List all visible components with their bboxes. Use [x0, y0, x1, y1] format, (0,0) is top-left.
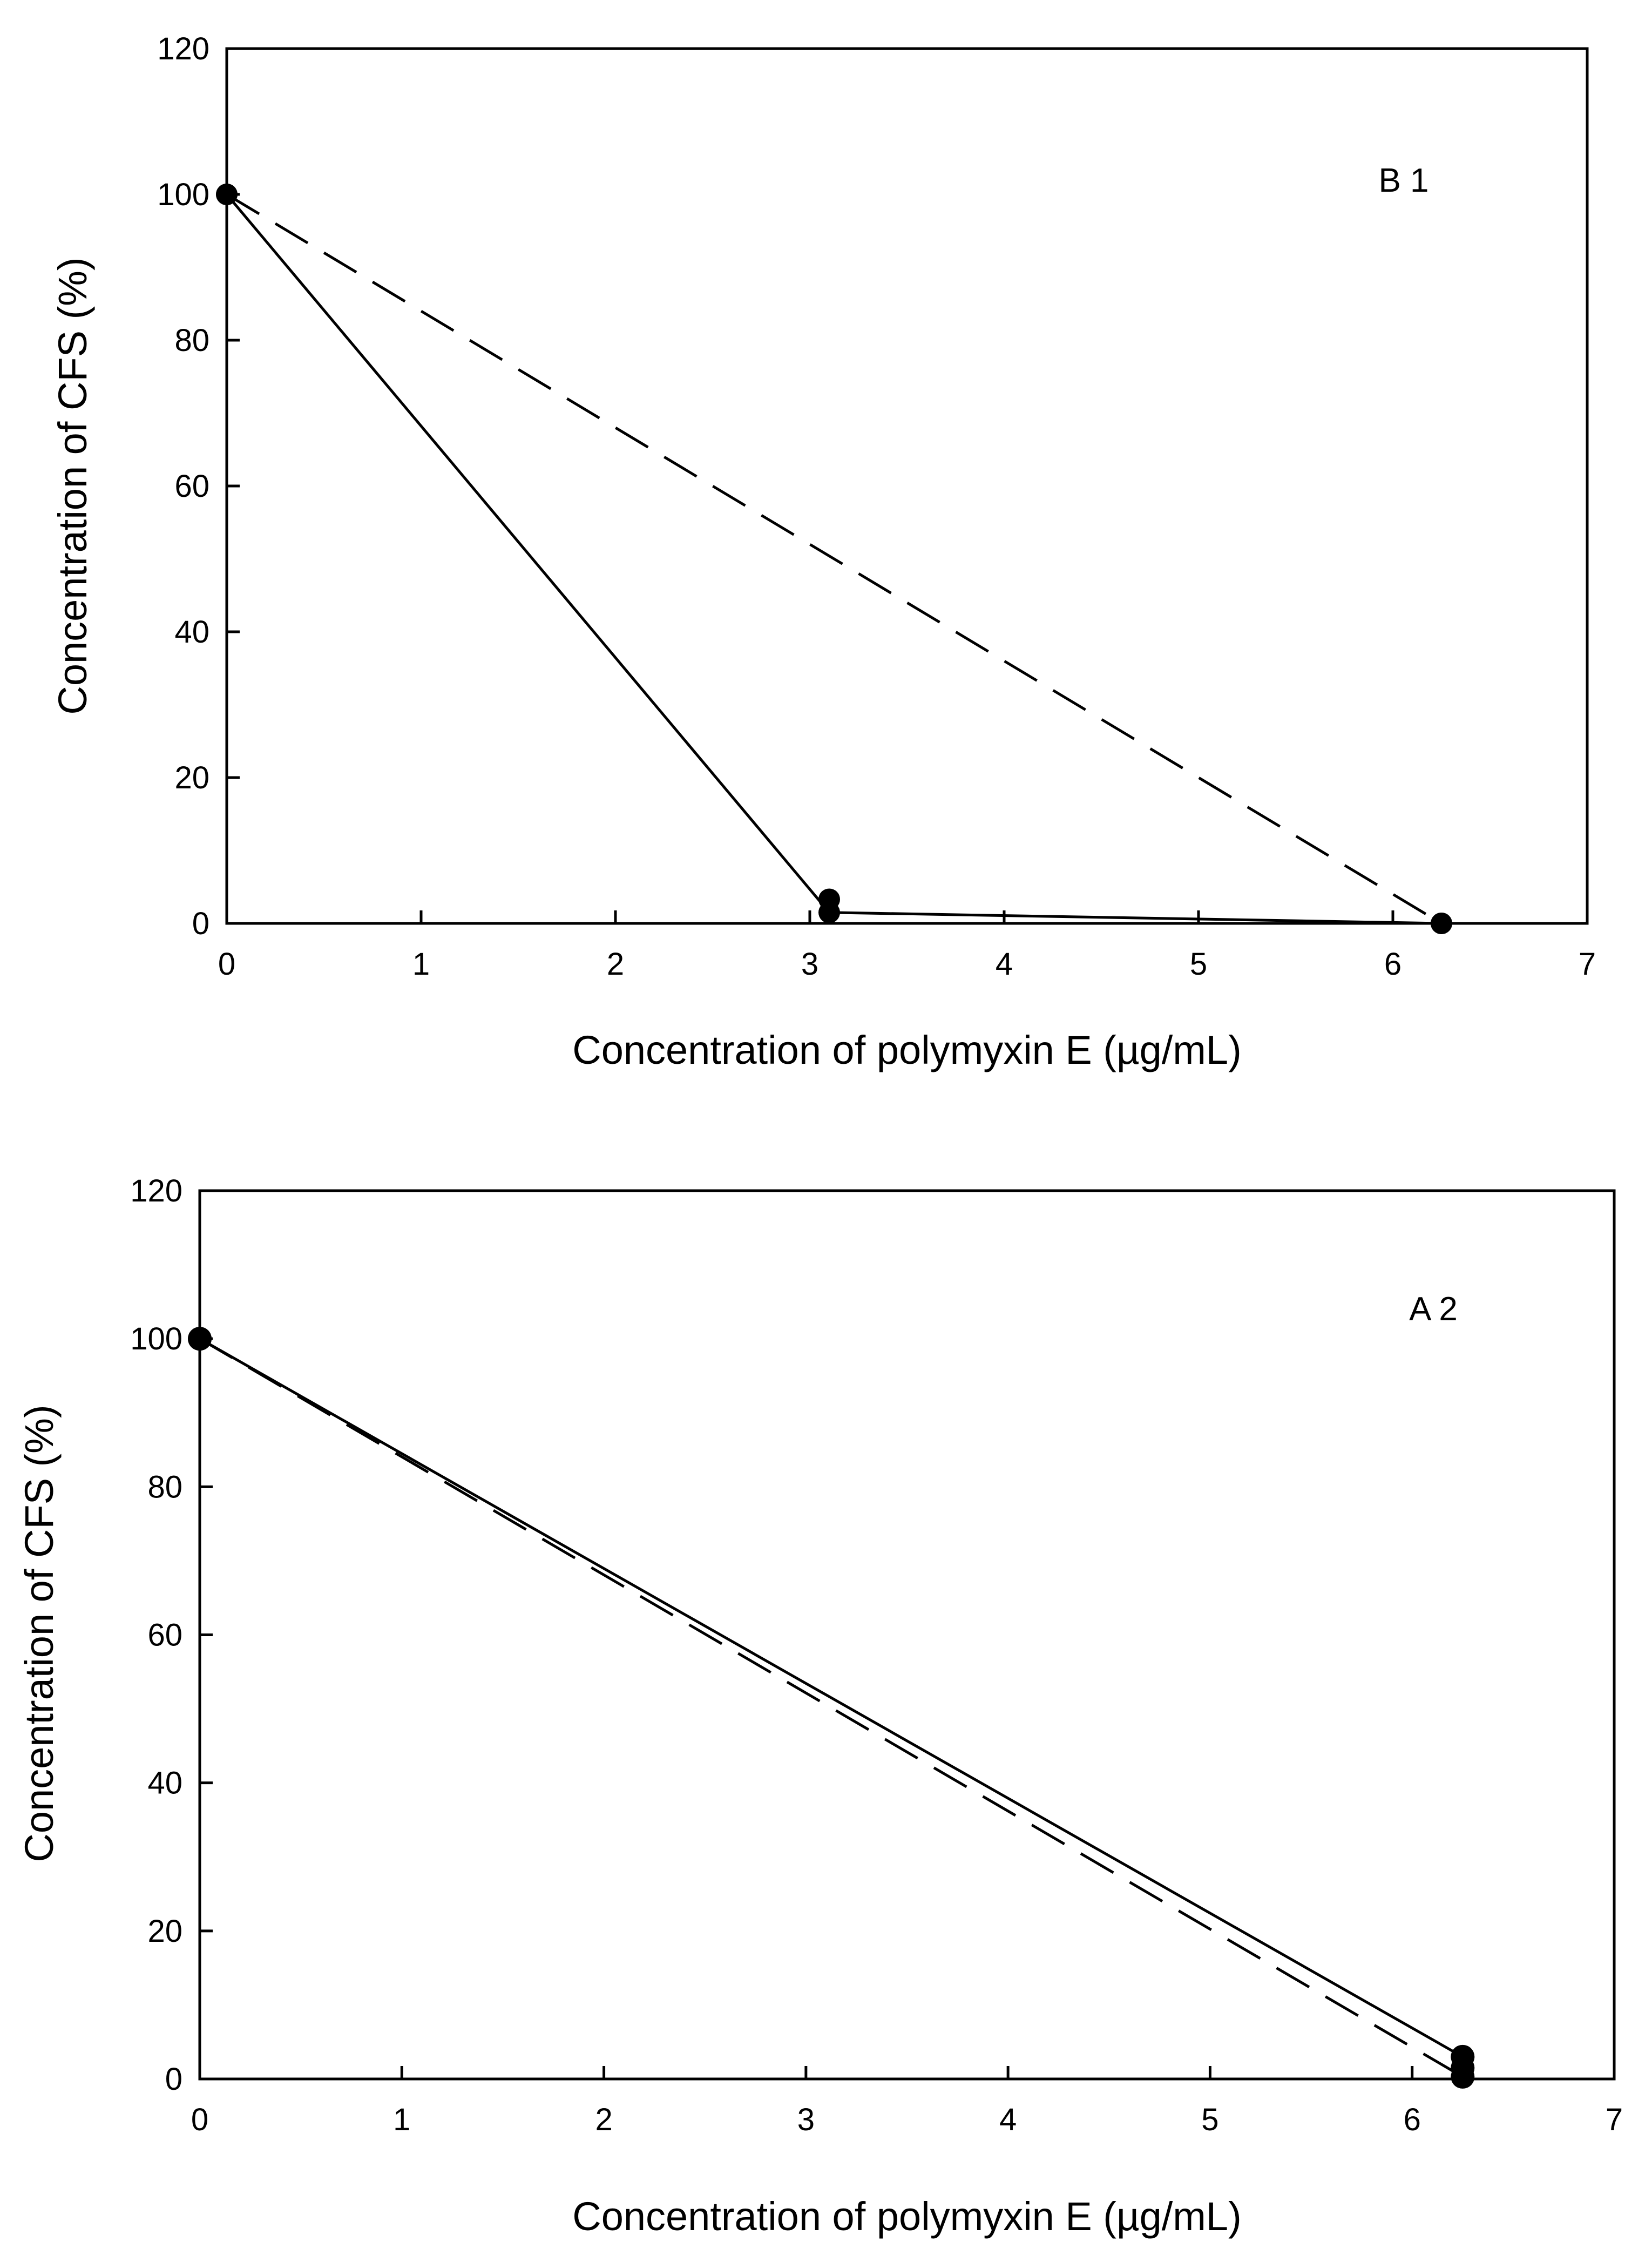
x-tick-label: 7 [1579, 947, 1596, 982]
x-tick-label: 1 [393, 2102, 410, 2137]
x-tick-label: 0 [191, 2102, 208, 2137]
chart-panel-b1: B 1 Concentration of polymyxin E (µg/mL)… [0, 0, 1652, 1107]
y-tick-label: 120 [157, 31, 209, 66]
x-tick-label: 1 [412, 947, 430, 982]
y-axis-title: Concentration of CFS (%) [50, 257, 95, 714]
y-tick-label: 0 [165, 2062, 182, 2097]
data-point-dashed [1451, 2064, 1475, 2089]
x-tick-label: 7 [1606, 2102, 1623, 2137]
x-axis-title: Concentration of polymyxin E (µg/mL) [572, 2194, 1241, 2239]
y-tick-label: 40 [174, 615, 209, 650]
data-point-dashed [216, 184, 238, 205]
chart-panel-a2: A 2 Concentration of polymyxin E (µg/mL)… [0, 1129, 1652, 2255]
y-tick-label: 120 [130, 1173, 182, 1208]
plot-frame [198, 1189, 1616, 2081]
x-tick-label: 0 [218, 947, 235, 982]
x-tick-label: 5 [1190, 947, 1207, 982]
x-tick-label: 4 [996, 947, 1013, 982]
y-tick-label: 100 [157, 177, 209, 212]
x-tick-label: 2 [595, 2102, 612, 2137]
x-axis-title: Concentration of polymyxin E (µg/mL) [572, 1028, 1241, 1072]
data-point-solid [818, 888, 840, 910]
x-tick-label: 3 [801, 947, 818, 982]
series-line-dashed [226, 193, 1443, 925]
x-tick-label: 3 [797, 2102, 815, 2137]
series-line-dashed [199, 1338, 1464, 2078]
y-tick-label: 80 [147, 1469, 182, 1504]
data-point-dashed [188, 1327, 212, 1351]
panel-label: A 2 [1409, 1291, 1458, 1328]
x-tick-label: 4 [999, 2102, 1017, 2137]
y-tick-label: 20 [147, 1914, 182, 1949]
y-axis-title: Concentration of CFS (%) [17, 1405, 62, 1862]
y-tick-label: 20 [174, 760, 209, 795]
x-tick-label: 6 [1384, 947, 1402, 982]
y-tick-label: 80 [174, 323, 209, 358]
y-tick-label: 100 [130, 1321, 182, 1356]
x-tick-label: 5 [1201, 2102, 1218, 2137]
y-tick-label: 0 [192, 906, 209, 941]
y-tick-label: 40 [147, 1766, 182, 1801]
panel-label: B 1 [1378, 162, 1428, 199]
data-point-dashed [1431, 913, 1452, 934]
chart-a2: A 2 Concentration of polymyxin E (µg/mL)… [17, 1173, 1623, 2239]
x-tick-label: 6 [1404, 2102, 1421, 2137]
x-tick-label: 2 [607, 947, 624, 982]
chart-b1: B 1 Concentration of polymyxin E (µg/mL)… [50, 31, 1596, 1072]
y-tick-label: 60 [147, 1618, 182, 1653]
series-line-solid [199, 1337, 1464, 2058]
y-tick-label: 60 [174, 469, 209, 504]
